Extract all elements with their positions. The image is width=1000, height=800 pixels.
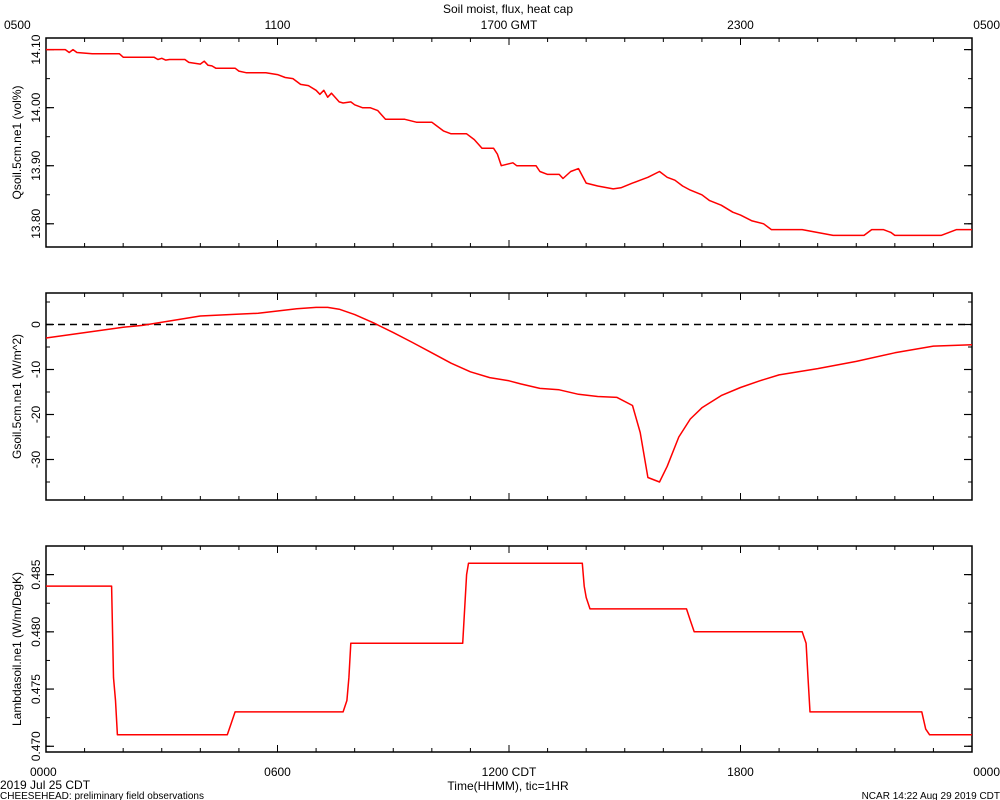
panel-soil-heat-flux: -30 -20 -10 0 Gsoil.5cm.ne1 (W/m^2): [10, 292, 973, 501]
chart-title: Soil moist, flux, heat cap: [443, 2, 573, 16]
top-x-tick-label: 1700 GMT: [481, 18, 538, 32]
bottom-x-tick-label: 1800: [727, 765, 754, 779]
footer-date: 2019 Jul 25 CDT: [0, 778, 91, 792]
bottom-x-tick-label: 0000: [30, 765, 57, 779]
bottom-x-tick-label: 0600: [264, 765, 291, 779]
y-tick-label: 0.485: [29, 559, 43, 589]
top-x-tick-label: 0500: [4, 18, 31, 32]
bottom-x-tick-label: 1200 CDT: [482, 765, 537, 779]
y-axis-label: Qsoil.5cm.ne1 (vol%): [10, 85, 24, 199]
y-tick-label: 13.90: [29, 150, 43, 180]
panel-soil-conductivity: 0.470 0.475 0.480 0.485 Lambdasoil.ne1 (W/m/…: [10, 545, 973, 761]
top-x-axis: 0500 1100 1700 GMT 2300 0500: [4, 18, 1000, 32]
y-tick-label: 13.80: [29, 208, 43, 238]
series-line: [45, 306, 973, 483]
y-axis-label: Gsoil.5cm.ne1 (W/m^2): [10, 334, 24, 459]
y-tick-label: 0.480: [29, 616, 43, 646]
bottom-x-axis: 0000 0600 1200 CDT 1800 0000: [30, 765, 1000, 779]
y-tick-label: 0: [29, 321, 43, 328]
plot-frame: [45, 545, 973, 753]
y-tick-label: 14.10: [29, 34, 43, 64]
x-axis-label: Time(HHMM), tic=1HR: [447, 779, 569, 793]
top-x-tick-label: 1100: [265, 18, 291, 32]
y-axis-label: Lambdasoil.ne1 (W/m/DegK): [10, 572, 24, 726]
y-tick-label: -30: [29, 451, 43, 469]
panel-soil-moisture: 13.80 13.90 14.00 14.10 Qsoil.5cm.ne1 (vol%): [10, 34, 973, 248]
y-tick-label: 14.00: [29, 92, 43, 122]
series-line: [46, 562, 972, 736]
top-x-tick-label: 2300: [727, 18, 754, 32]
y-tick-label: -10: [29, 361, 43, 379]
plot-frame: [45, 37, 973, 248]
y-tick-label: 0.470: [29, 731, 43, 761]
footer-project: CHEESEHEAD: preliminary field observatio…: [0, 791, 204, 800]
y-tick-label: -20: [29, 406, 43, 424]
top-x-tick-label: 0500: [973, 18, 1000, 32]
series-line: [46, 48, 972, 237]
y-tick-label: 0.475: [29, 674, 43, 704]
footer-stamp: NCAR 14:22 Aug 29 2019 CDT: [862, 791, 1000, 800]
bottom-x-tick-label: 0000: [973, 765, 1000, 779]
